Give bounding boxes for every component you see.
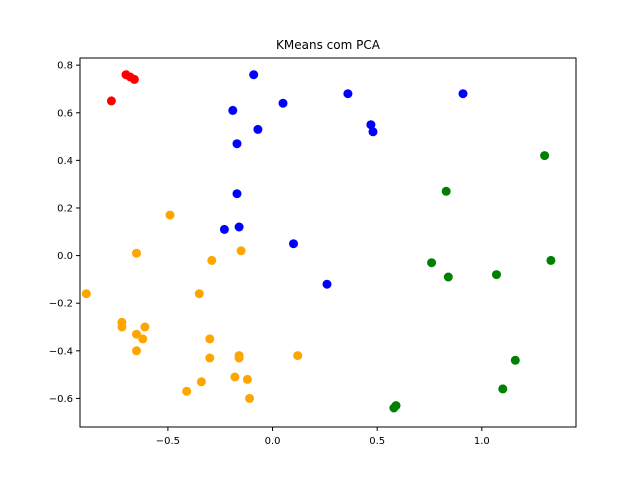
- data-point: [293, 351, 303, 361]
- data-point: [443, 272, 453, 282]
- data-point: [81, 289, 91, 299]
- x-tick-label: −0.5: [156, 436, 180, 447]
- data-point: [165, 210, 175, 220]
- x-axis: −0.5 0.0 0.5 1.0: [156, 427, 490, 447]
- data-point: [289, 239, 298, 249]
- data-point: [205, 334, 215, 344]
- data-point: [540, 151, 550, 161]
- plot-frame: [79, 57, 577, 428]
- y-tick-label: −0.6: [49, 394, 73, 405]
- y-tick-label: 0.8: [57, 61, 73, 72]
- data-point: [182, 386, 192, 396]
- data-point: [236, 246, 246, 256]
- data-point: [498, 384, 508, 394]
- data-point: [366, 120, 376, 130]
- data-point: [219, 224, 229, 234]
- data-point: [249, 70, 259, 80]
- data-point: [232, 139, 242, 149]
- data-point: [106, 96, 116, 106]
- data-point: [132, 248, 141, 258]
- y-tick-label: 0.4: [57, 156, 73, 167]
- data-point: [389, 403, 399, 413]
- data-point: [253, 124, 263, 134]
- data-point: [492, 270, 501, 280]
- y-tick-label: 0.0: [57, 251, 73, 262]
- data-point: [234, 353, 244, 363]
- data-point: [368, 127, 378, 137]
- data-point: [232, 189, 242, 199]
- data-point: [510, 355, 520, 365]
- y-axis: −0.6 −0.4 −0.2 0.0 0.2 0.4 0.6 0.8: [49, 61, 80, 405]
- y-tick-label: 0.2: [57, 203, 73, 214]
- data-point: [117, 322, 127, 332]
- data-point: [132, 346, 141, 356]
- data-point: [245, 393, 254, 403]
- data-point: [207, 255, 217, 265]
- data-point: [230, 372, 240, 382]
- y-tick-label: −0.2: [49, 299, 73, 310]
- data-point: [132, 329, 141, 339]
- data-point: [441, 186, 451, 196]
- data-point: [205, 353, 215, 363]
- data-point: [194, 289, 204, 299]
- data-point: [458, 89, 468, 99]
- x-tick-label: 0.0: [265, 436, 281, 447]
- data-point: [138, 334, 148, 344]
- data-point: [196, 377, 206, 387]
- data-point: [234, 222, 244, 232]
- data-point: [242, 374, 252, 384]
- data-point: [278, 98, 288, 108]
- data-point: [546, 255, 556, 265]
- y-tick-label: −0.4: [49, 346, 73, 357]
- data-point: [322, 279, 332, 289]
- data-point: [228, 105, 238, 115]
- x-tick-label: 1.0: [474, 436, 490, 447]
- chart-title: KMeans com PCA: [276, 38, 381, 52]
- data-point: [343, 89, 353, 99]
- data-point: [129, 74, 139, 84]
- data-point: [427, 258, 437, 268]
- points-layer: [81, 70, 556, 413]
- data-point: [140, 322, 150, 332]
- x-tick-label: 0.5: [369, 436, 385, 447]
- y-tick-label: 0.6: [57, 108, 73, 119]
